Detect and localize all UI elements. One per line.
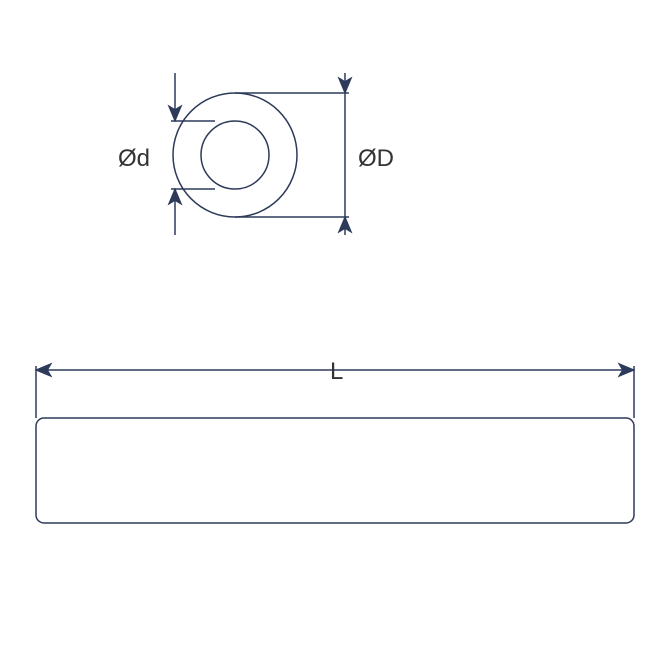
- outer-diameter-label: ØD: [358, 145, 394, 173]
- inner-diameter-label: Ød: [118, 145, 150, 173]
- length-label: L: [330, 358, 343, 386]
- drawing-canvas: Ød ØD L: [0, 0, 670, 670]
- diagram-svg: [0, 0, 670, 670]
